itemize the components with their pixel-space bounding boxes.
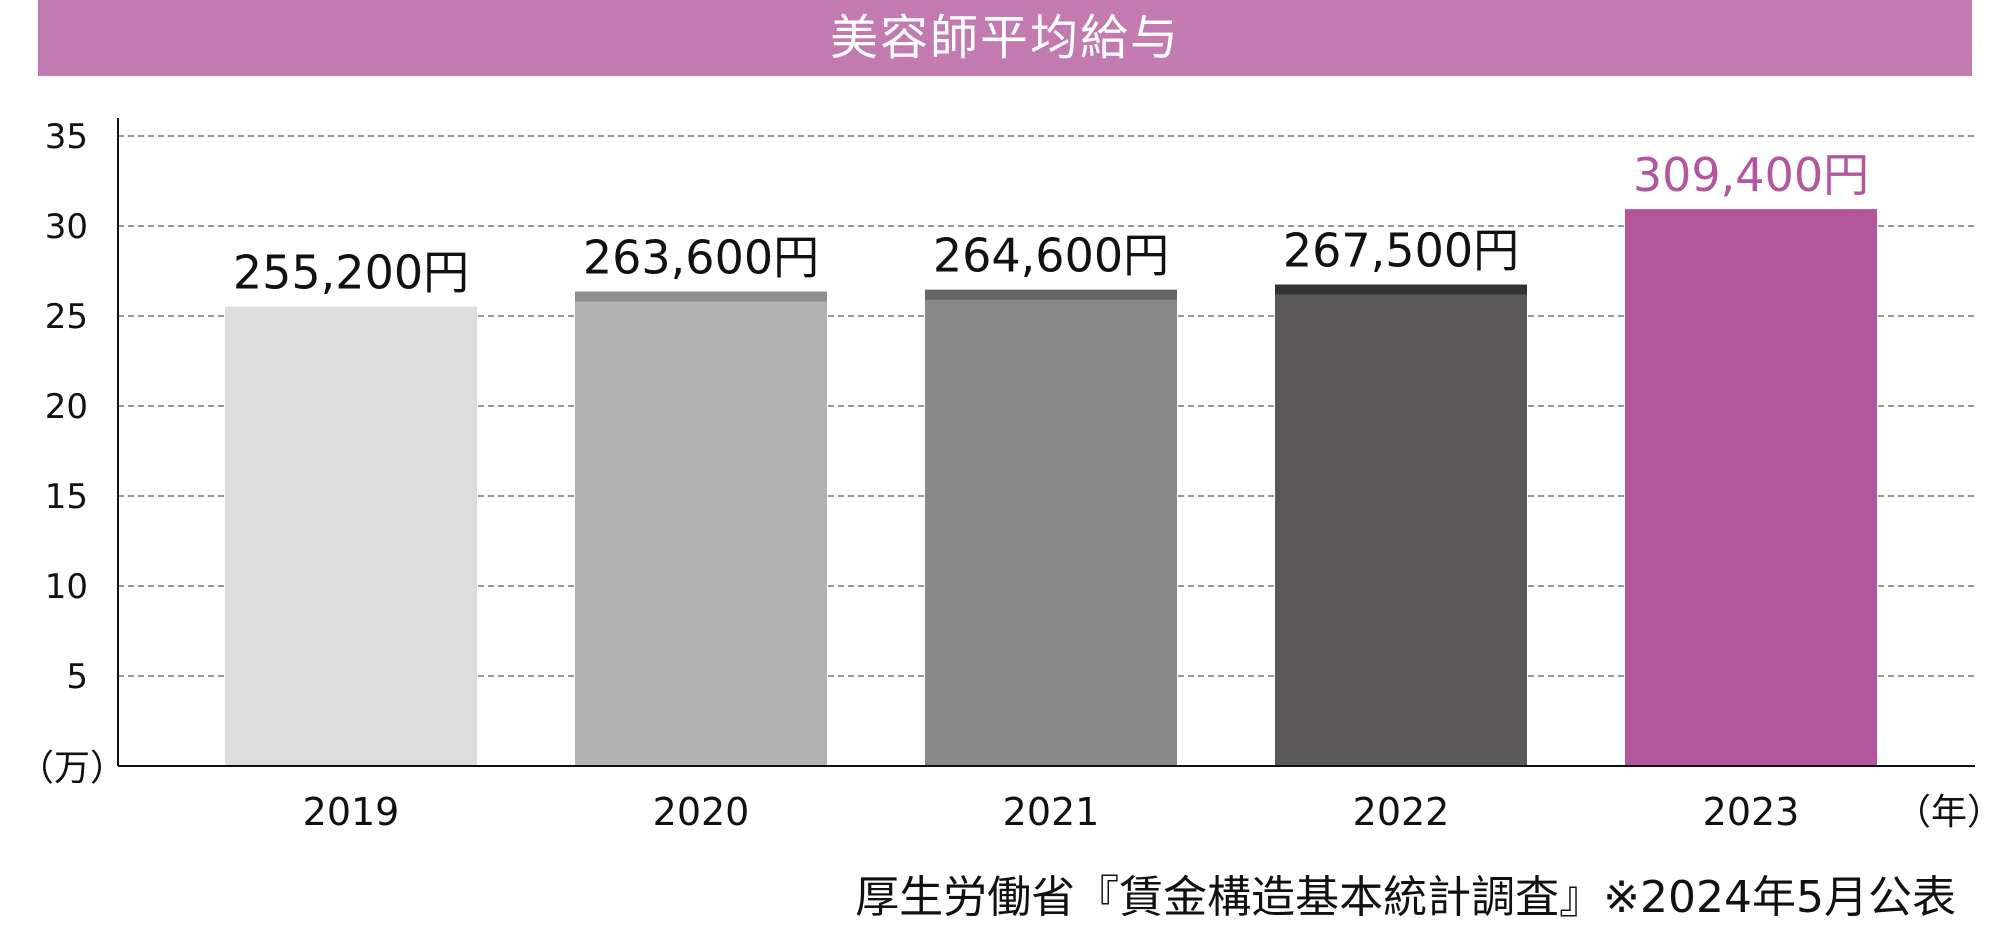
y-tick-label: 20 <box>45 387 88 427</box>
bar-value-label: 267,500円 <box>1283 224 1519 278</box>
y-tick-label: 30 <box>45 207 88 247</box>
bar-cap-2021 <box>925 289 1177 300</box>
bar-value-label: 309,400円 <box>1633 148 1869 202</box>
bar-value-label: 255,200円 <box>233 246 469 300</box>
y-tick-label: 10 <box>45 567 88 607</box>
y-tick-label: 15 <box>45 477 88 517</box>
y-tick-label: 35 <box>45 117 88 157</box>
x-tick-label: 2021 <box>1003 790 1100 834</box>
bar-2022 <box>1275 284 1527 766</box>
bar-2020 <box>575 291 827 766</box>
chart-title: 美容師平均給与 <box>38 0 1972 76</box>
y-axis-ticks: 5 10 15 20 25 30 35 <box>45 117 88 697</box>
bar-cap-2022 <box>1275 284 1527 295</box>
source-note: 厚生労働省『賃金構造基本統計調査』※2024年5月公表 <box>855 872 1956 923</box>
y-tick-label: 5 <box>66 657 88 697</box>
bar-2019 <box>225 306 477 766</box>
x-tick-label: 2020 <box>653 790 750 834</box>
x-axis-unit-label: （年） <box>1895 792 2001 833</box>
x-tick-label: 2022 <box>1353 790 1450 834</box>
bar-cap-2020 <box>575 291 827 302</box>
y-tick-label: 25 <box>45 297 88 337</box>
x-axis-ticks: 2019 2020 2021 2022 2023 <box>303 790 1800 834</box>
bars <box>225 209 1877 766</box>
bar-2021 <box>925 289 1177 766</box>
y-axis-unit-label: （万） <box>18 748 126 789</box>
x-tick-label: 2019 <box>303 790 400 834</box>
bar-2023 <box>1625 209 1877 766</box>
x-tick-label: 2023 <box>1703 790 1800 834</box>
bar-value-labels: 255,200円 263,600円 264,600円 267,500円 309,400円 <box>233 148 1869 300</box>
bar-value-label: 263,600円 <box>583 231 819 285</box>
bar-value-label: 264,600円 <box>933 229 1169 283</box>
